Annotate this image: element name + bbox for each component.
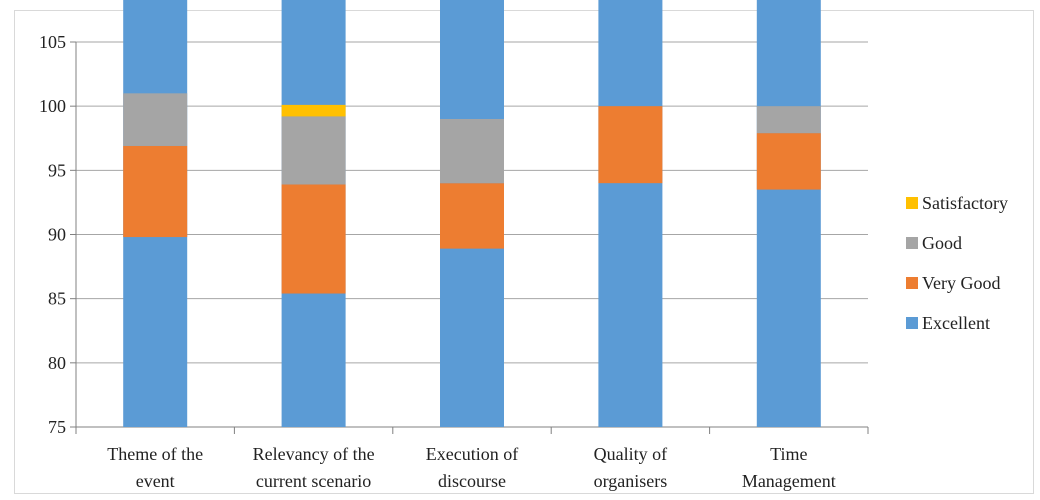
y-tick-label: 100 <box>39 96 66 116</box>
legend-label: Satisfactory <box>922 193 1008 213</box>
y-tick-label: 85 <box>48 289 66 309</box>
x-category-label: Relevancy of the <box>253 444 375 464</box>
bar-segment-excellent <box>756 0 821 427</box>
bar-segment-very-good <box>281 184 346 294</box>
x-category-label: organisers <box>594 471 668 491</box>
bar-segment-satisfactory <box>281 104 346 117</box>
legend-swatch <box>906 237 918 249</box>
y-tick-label: 80 <box>48 353 66 373</box>
x-category-label: Time <box>770 444 807 464</box>
legend-swatch <box>906 317 918 329</box>
legend-label: Very Good <box>922 273 1001 293</box>
bar-segment-very-good <box>440 183 504 249</box>
y-tick-label: 75 <box>48 417 66 437</box>
legend-label: Good <box>922 233 962 253</box>
bar-segment-very-good <box>598 106 663 184</box>
bar-segment-excellent <box>598 0 663 428</box>
x-category-label: Quality of <box>594 444 668 464</box>
bar-segment-very-good <box>123 145 188 238</box>
x-category-label: Execution of <box>426 444 518 464</box>
bar-segment-good <box>756 106 821 134</box>
bar-segment-good <box>123 93 188 146</box>
x-category-label: Theme of the <box>107 444 203 464</box>
legend-label: Excellent <box>922 313 990 333</box>
y-tick-label: 95 <box>48 160 66 180</box>
bar-segment-very-good <box>756 133 821 190</box>
legend-swatch <box>906 277 918 289</box>
bar-segment-good <box>440 119 504 184</box>
x-category-label: discourse <box>438 471 506 491</box>
legend-swatch <box>906 197 918 209</box>
y-tick-label: 90 <box>48 225 66 245</box>
y-tick-label: 105 <box>39 32 66 52</box>
x-category-label: Management <box>742 471 836 491</box>
x-category-label: current scenario <box>256 471 371 491</box>
x-category-label: event <box>136 471 175 491</box>
bar-segment-good <box>281 116 346 185</box>
